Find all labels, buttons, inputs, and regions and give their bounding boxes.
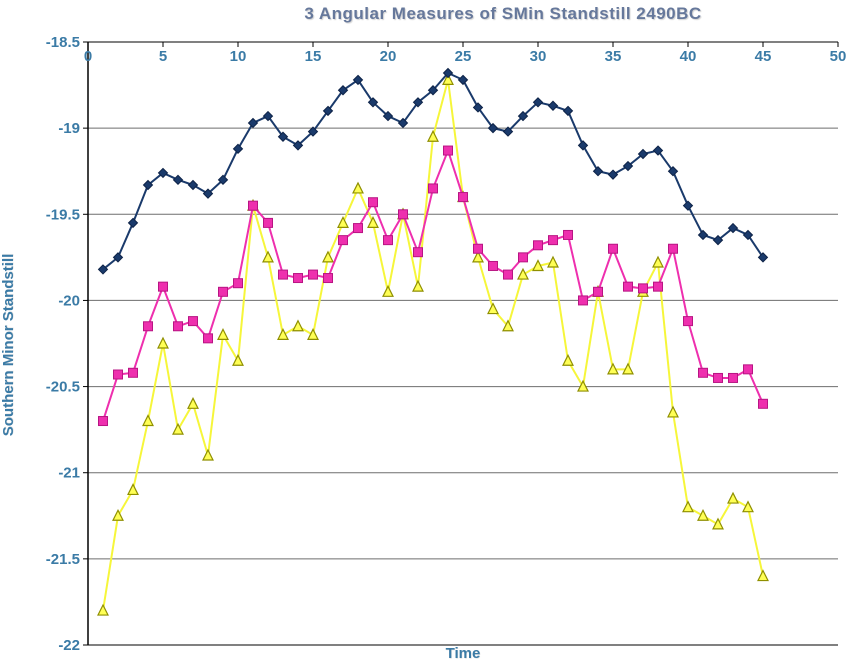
- svg-text:-21: -21: [58, 465, 80, 482]
- svg-text:-19: -19: [58, 120, 80, 137]
- svg-text:-18.5: -18.5: [46, 34, 80, 51]
- svg-text:30: 30: [530, 48, 547, 65]
- svg-text:-22: -22: [58, 637, 80, 654]
- svg-text:-21.5: -21.5: [46, 551, 80, 568]
- x-axis-label: Time: [445, 645, 481, 662]
- blue-diamond-series: [102, 72, 764, 271]
- svg-text:50: 50: [830, 48, 846, 65]
- svg-text:40: 40: [680, 48, 697, 65]
- svg-text:-20: -20: [58, 292, 80, 309]
- svg-text:0: 0: [84, 48, 92, 65]
- svg-text:5: 5: [159, 48, 167, 65]
- svg-text:-20.5: -20.5: [46, 379, 80, 396]
- svg-text:-19.5: -19.5: [46, 206, 80, 223]
- svg-text:35: 35: [605, 48, 622, 65]
- chart-title: 3 Angular Measures of SMin Standstill 24…: [304, 4, 702, 23]
- svg-text:25: 25: [455, 48, 472, 65]
- svg-text:45: 45: [755, 48, 772, 65]
- svg-text:10: 10: [230, 48, 247, 65]
- svg-text:15: 15: [305, 48, 322, 65]
- svg-text:20: 20: [380, 48, 397, 65]
- y-axis-label: Southern Minor Standstill: [0, 253, 17, 437]
